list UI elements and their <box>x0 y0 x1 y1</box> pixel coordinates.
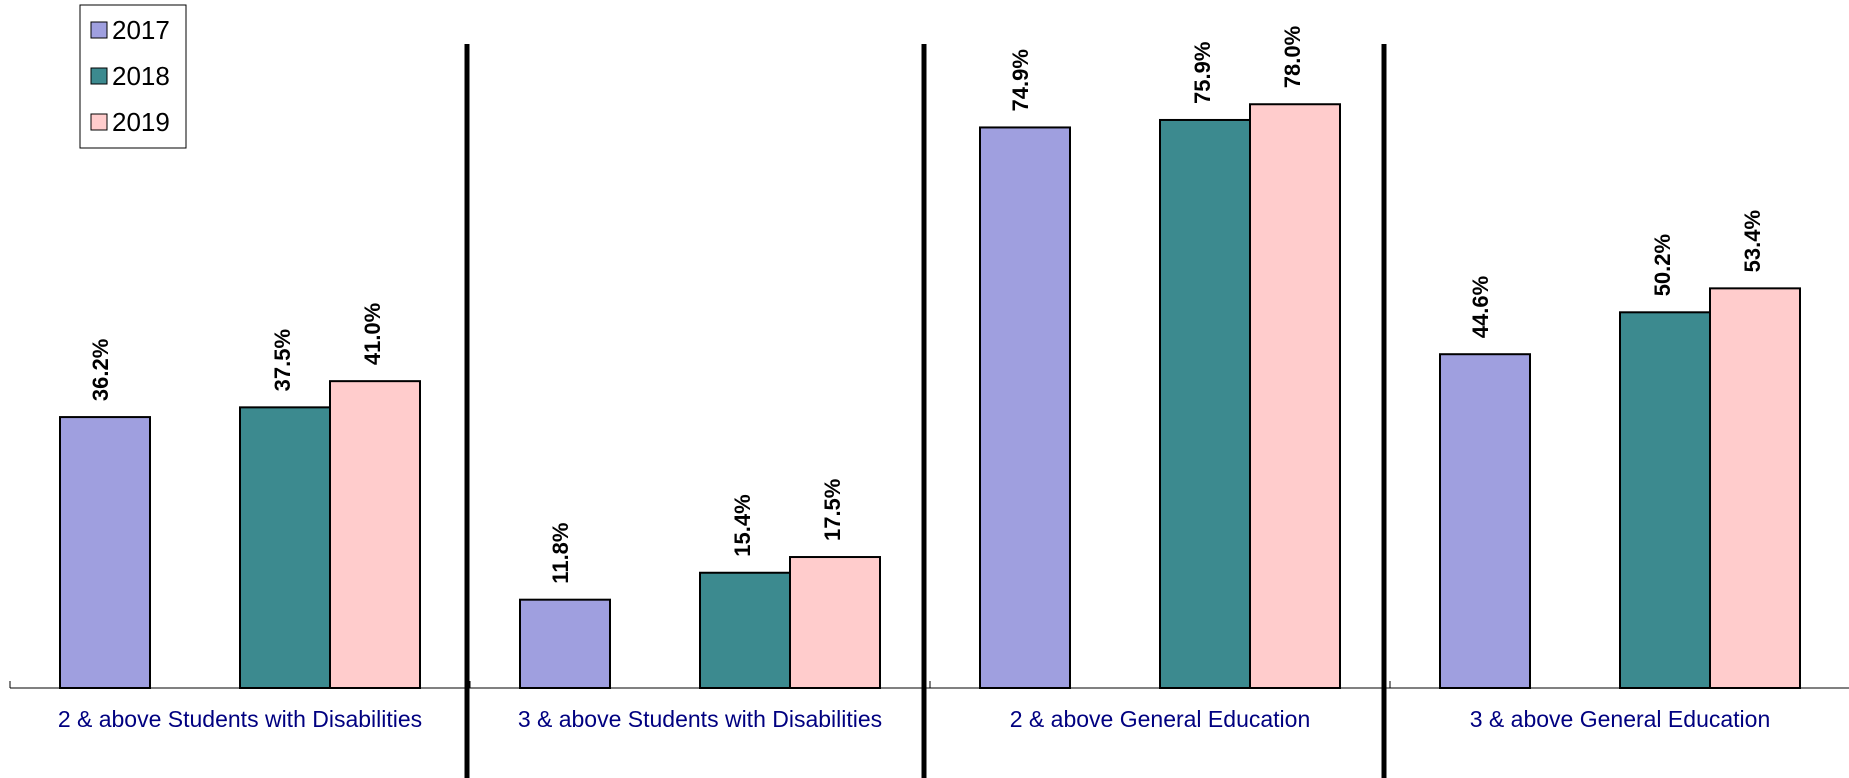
data-label-2018-group-4: 50.2% <box>1650 234 1675 296</box>
data-label-2019-group-3: 78.0% <box>1280 26 1305 88</box>
legend-swatch-2018 <box>90 67 108 85</box>
category-label-4: 3 & above General Education <box>1470 706 1770 732</box>
data-label-2019-group-1: 41.0% <box>360 303 385 365</box>
bar-2017-group-4 <box>1439 353 1531 689</box>
category-label-2: 3 & above Students with Disabilities <box>518 706 882 732</box>
bar-2018-group-1 <box>239 406 331 689</box>
bar-2018-group-4 <box>1619 311 1711 689</box>
legend-swatch-2017 <box>90 21 108 39</box>
bar-2017-group-2 <box>519 598 611 689</box>
data-label-2019-group-4: 53.4% <box>1740 210 1765 272</box>
category-label-1: 2 & above Students with Disabilities <box>58 706 422 732</box>
bars <box>59 103 1801 690</box>
data-label-2018-group-1: 37.5% <box>270 329 295 391</box>
legend-label-2019: 2019 <box>112 107 170 137</box>
data-label-2017-group-1: 36.2% <box>88 339 113 401</box>
category-label-3: 2 & above General Education <box>1010 706 1310 732</box>
bar-2019-group-2 <box>789 556 881 690</box>
legend: 2017 2018 2019 <box>79 4 187 149</box>
data-label-2017-group-4: 44.6% <box>1468 276 1493 338</box>
data-labels: 36.2% 11.8% 74.9% 44.6% 37.5% 15.4% 75.9% 50.2%… <box>88 26 1765 584</box>
bar-2017-group-3 <box>979 126 1071 689</box>
category-labels: 2 & above Students with Disabilities 3 & … <box>58 706 1770 732</box>
legend-label-2018: 2018 <box>112 61 170 91</box>
legend-label-2017: 2017 <box>112 15 170 45</box>
data-label-2017-group-3: 74.9% <box>1008 49 1033 111</box>
bar-2019-group-4 <box>1709 287 1801 689</box>
bar-2019-group-1 <box>329 380 421 689</box>
bar-2018-group-2 <box>699 571 791 689</box>
x-axis <box>9 681 1849 689</box>
data-label-2018-group-3: 75.9% <box>1190 42 1215 104</box>
bar-2017-group-1 <box>59 416 151 689</box>
group-separators <box>464 44 1387 778</box>
data-label-2017-group-2: 11.8% <box>548 523 573 584</box>
bar-2018-group-3 <box>1159 118 1251 689</box>
data-label-2019-group-2: 17.5% <box>820 479 845 541</box>
data-label-2018-group-2: 15.4% <box>730 494 755 556</box>
bar-2019-group-3 <box>1249 103 1341 690</box>
legend-swatch-2019 <box>90 113 108 131</box>
